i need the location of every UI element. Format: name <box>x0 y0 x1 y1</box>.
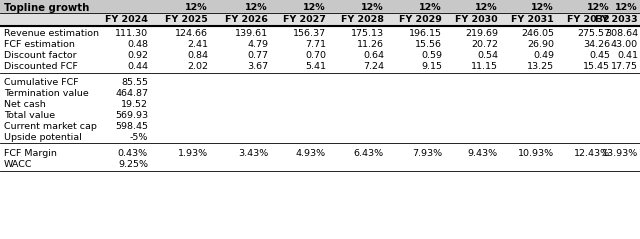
Text: 0.45: 0.45 <box>589 51 610 60</box>
Text: 0.43%: 0.43% <box>118 149 148 158</box>
Text: 0.59: 0.59 <box>421 51 442 60</box>
Text: 2.02: 2.02 <box>187 62 208 71</box>
Text: 3.67: 3.67 <box>247 62 268 71</box>
Text: 0.92: 0.92 <box>127 51 148 60</box>
Text: Upside potential: Upside potential <box>4 133 82 142</box>
Text: Cumulative FCF: Cumulative FCF <box>4 78 79 87</box>
Text: Revenue estimation: Revenue estimation <box>4 29 99 38</box>
Text: 6.43%: 6.43% <box>354 149 384 158</box>
Text: 9.25%: 9.25% <box>118 160 148 169</box>
Text: 26.90: 26.90 <box>527 40 554 49</box>
Text: 464.87: 464.87 <box>115 89 148 98</box>
Text: FY 2026: FY 2026 <box>225 15 268 24</box>
Text: FY 2031: FY 2031 <box>511 15 554 24</box>
Text: 275.57: 275.57 <box>577 29 610 38</box>
Text: 0.41: 0.41 <box>617 51 638 60</box>
Text: 5.41: 5.41 <box>305 62 326 71</box>
Text: 196.15: 196.15 <box>409 29 442 38</box>
Text: -5%: -5% <box>130 133 148 142</box>
Text: 12%: 12% <box>616 3 638 12</box>
Text: 0.70: 0.70 <box>305 51 326 60</box>
Text: FY 2028: FY 2028 <box>341 15 384 24</box>
Text: 7.24: 7.24 <box>363 62 384 71</box>
Text: 0.48: 0.48 <box>127 40 148 49</box>
Text: FY 2029: FY 2029 <box>399 15 442 24</box>
Text: 308.64: 308.64 <box>605 29 638 38</box>
Text: 12%: 12% <box>531 3 554 12</box>
Text: 12%: 12% <box>476 3 498 12</box>
Text: 34.26: 34.26 <box>583 40 610 49</box>
Text: 598.45: 598.45 <box>115 122 148 131</box>
Text: 11.15: 11.15 <box>471 62 498 71</box>
Text: 1.93%: 1.93% <box>178 149 208 158</box>
Bar <box>0 0 640 13</box>
Text: 111.30: 111.30 <box>115 29 148 38</box>
Text: 4.79: 4.79 <box>247 40 268 49</box>
Text: 19.52: 19.52 <box>121 100 148 109</box>
Text: 156.37: 156.37 <box>293 29 326 38</box>
Text: 4.93%: 4.93% <box>296 149 326 158</box>
Text: WACC: WACC <box>4 160 33 169</box>
Text: FCF estimation: FCF estimation <box>4 40 75 49</box>
Text: 12%: 12% <box>186 3 208 12</box>
Text: 85.55: 85.55 <box>121 78 148 87</box>
Text: Current market cap: Current market cap <box>4 122 97 131</box>
Text: FY 2027: FY 2027 <box>283 15 326 24</box>
Text: Total value: Total value <box>4 111 55 120</box>
Text: 3.43%: 3.43% <box>237 149 268 158</box>
Text: 139.61: 139.61 <box>235 29 268 38</box>
Text: Topline growth: Topline growth <box>4 3 90 13</box>
Text: 0.77: 0.77 <box>247 51 268 60</box>
Text: 12%: 12% <box>303 3 326 12</box>
Text: 12%: 12% <box>419 3 442 12</box>
Text: 7.71: 7.71 <box>305 40 326 49</box>
Text: 0.49: 0.49 <box>533 51 554 60</box>
Text: 124.66: 124.66 <box>175 29 208 38</box>
Text: 43.00: 43.00 <box>611 40 638 49</box>
Text: FCF Margin: FCF Margin <box>4 149 57 158</box>
Text: Discount factor: Discount factor <box>4 51 77 60</box>
Text: 175.13: 175.13 <box>351 29 384 38</box>
Text: 10.93%: 10.93% <box>518 149 554 158</box>
Bar <box>0 13 640 26</box>
Text: 12.43%: 12.43% <box>574 149 610 158</box>
Text: 11.26: 11.26 <box>357 40 384 49</box>
Text: FY 2025: FY 2025 <box>165 15 208 24</box>
Text: 2.41: 2.41 <box>187 40 208 49</box>
Text: 20.72: 20.72 <box>471 40 498 49</box>
Text: Discounted FCF: Discounted FCF <box>4 62 78 71</box>
Text: 0.84: 0.84 <box>187 51 208 60</box>
Text: 17.75: 17.75 <box>611 62 638 71</box>
Text: 15.45: 15.45 <box>583 62 610 71</box>
Text: 569.93: 569.93 <box>115 111 148 120</box>
Text: 15.56: 15.56 <box>415 40 442 49</box>
Text: 0.54: 0.54 <box>477 51 498 60</box>
Text: 13.25: 13.25 <box>527 62 554 71</box>
Text: FY 2033: FY 2033 <box>595 15 638 24</box>
Text: Termination value: Termination value <box>4 89 89 98</box>
Text: 9.15: 9.15 <box>421 62 442 71</box>
Text: 9.43%: 9.43% <box>468 149 498 158</box>
Text: FY 2030: FY 2030 <box>456 15 498 24</box>
Text: 12%: 12% <box>362 3 384 12</box>
Text: FY 2032: FY 2032 <box>567 15 610 24</box>
Text: 246.05: 246.05 <box>521 29 554 38</box>
Text: 12%: 12% <box>588 3 610 12</box>
Text: 13.93%: 13.93% <box>602 149 638 158</box>
Text: 0.64: 0.64 <box>363 51 384 60</box>
Text: Net cash: Net cash <box>4 100 45 109</box>
Text: 0.44: 0.44 <box>127 62 148 71</box>
Text: 12%: 12% <box>245 3 268 12</box>
Text: 7.93%: 7.93% <box>412 149 442 158</box>
Text: 219.69: 219.69 <box>465 29 498 38</box>
Text: FY 2024: FY 2024 <box>105 15 148 24</box>
